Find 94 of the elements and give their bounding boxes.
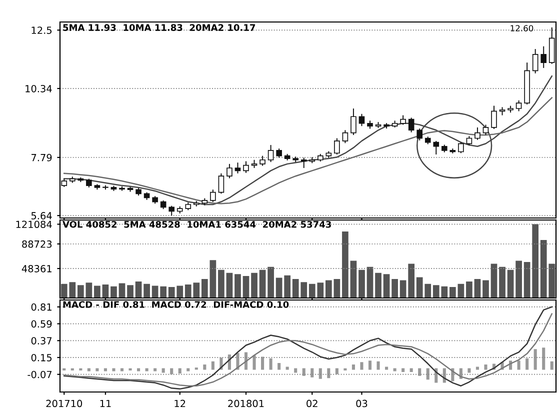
bar — [110, 286, 117, 298]
y-tick-label: 0.15 — [31, 354, 52, 362]
candlestick — [466, 136, 472, 146]
candlestick — [433, 140, 440, 155]
candlestick — [474, 126, 480, 140]
x-tick-label: 201710 — [46, 400, 82, 408]
bar — [466, 281, 472, 298]
bar — [366, 266, 374, 298]
bar — [490, 264, 498, 298]
bar — [499, 266, 506, 298]
candlestick — [408, 117, 414, 133]
bar — [400, 280, 406, 298]
bar — [210, 260, 216, 298]
line-series — [64, 97, 552, 204]
candlestick — [532, 48, 538, 74]
y-tick-label: 10.34 — [26, 84, 52, 92]
bar — [383, 274, 390, 298]
candlestick — [516, 100, 522, 112]
bar — [524, 262, 530, 298]
y-tick-label: -0.07 — [28, 370, 52, 378]
bar — [242, 276, 250, 298]
x-tick-label: 11 — [100, 400, 111, 408]
x-tick-label: 03 — [356, 400, 368, 408]
bar — [482, 280, 489, 298]
candlestick — [342, 130, 348, 144]
candlestick — [218, 172, 224, 194]
bar — [259, 270, 266, 298]
bar — [350, 260, 357, 298]
bar — [251, 272, 258, 298]
y-tick-label: 0.81 — [31, 303, 52, 311]
bar — [325, 280, 332, 298]
line-series — [64, 75, 552, 206]
y-tick-label: 0.37 — [31, 337, 52, 344]
bar — [268, 266, 274, 298]
y-tick-label: 5.64 — [31, 212, 52, 220]
y-tick-label: 121084 — [16, 220, 52, 228]
y-tick-label: 0.59 — [31, 320, 52, 328]
bar — [201, 279, 208, 298]
chart-title: MACD - DIF 0.81 MACD 0.72 DIF-MACD 0.10 — [63, 301, 289, 308]
bar — [102, 284, 109, 298]
bar — [284, 275, 291, 298]
candlestick — [234, 162, 241, 174]
bar — [152, 286, 158, 298]
bar — [458, 284, 464, 298]
bar — [226, 272, 233, 298]
candlestick — [260, 155, 266, 166]
candlestick — [243, 160, 249, 174]
candlestick — [350, 108, 356, 136]
candlestick — [458, 142, 464, 154]
bar — [342, 231, 348, 298]
candlestick — [300, 157, 307, 168]
bar — [144, 284, 150, 298]
bar — [375, 272, 382, 298]
bar — [474, 279, 481, 298]
bar — [94, 286, 100, 298]
candlestick — [168, 205, 174, 216]
bar — [77, 285, 84, 298]
bar — [408, 264, 415, 298]
bar — [334, 279, 340, 298]
candlestick — [491, 105, 497, 130]
x-tick-label: 12 — [174, 400, 186, 408]
candlestick — [416, 128, 422, 141]
bar — [160, 286, 167, 298]
bar — [118, 283, 126, 298]
x-tick-label: 201801 — [228, 400, 264, 408]
candlestick — [400, 114, 406, 126]
bar — [127, 285, 134, 298]
candlestick — [482, 124, 489, 136]
bar — [86, 282, 92, 298]
bar — [507, 270, 514, 298]
candlestick — [276, 148, 282, 158]
candlestick — [540, 46, 546, 68]
bar — [234, 274, 241, 298]
candlestick — [334, 138, 340, 155]
candlestick — [268, 144, 274, 163]
annotation: 12.60 — [510, 25, 534, 32]
bar — [276, 278, 282, 298]
bar — [516, 260, 522, 298]
bar — [218, 270, 224, 298]
y-tick-label: 12.5 — [32, 26, 52, 34]
candlestick — [358, 113, 365, 127]
bar — [392, 279, 398, 298]
candlestick — [210, 189, 216, 203]
bar — [532, 224, 539, 298]
chart-title: VOL 40852 5MA 48528 10MA1 63544 20MA2 53743 — [62, 220, 331, 228]
candlestick — [226, 163, 232, 179]
bar — [135, 281, 142, 298]
bar — [449, 286, 456, 298]
chart-title: 5MA 11.93 10MA 11.83 20MA2 10.17 — [63, 24, 256, 31]
y-tick-label: 7.79 — [32, 154, 52, 162]
y-tick-label: 88723 — [22, 240, 52, 248]
bar — [358, 270, 365, 298]
y-tick-label: 48361 — [22, 265, 52, 272]
x-tick-label: 02 — [306, 400, 318, 408]
